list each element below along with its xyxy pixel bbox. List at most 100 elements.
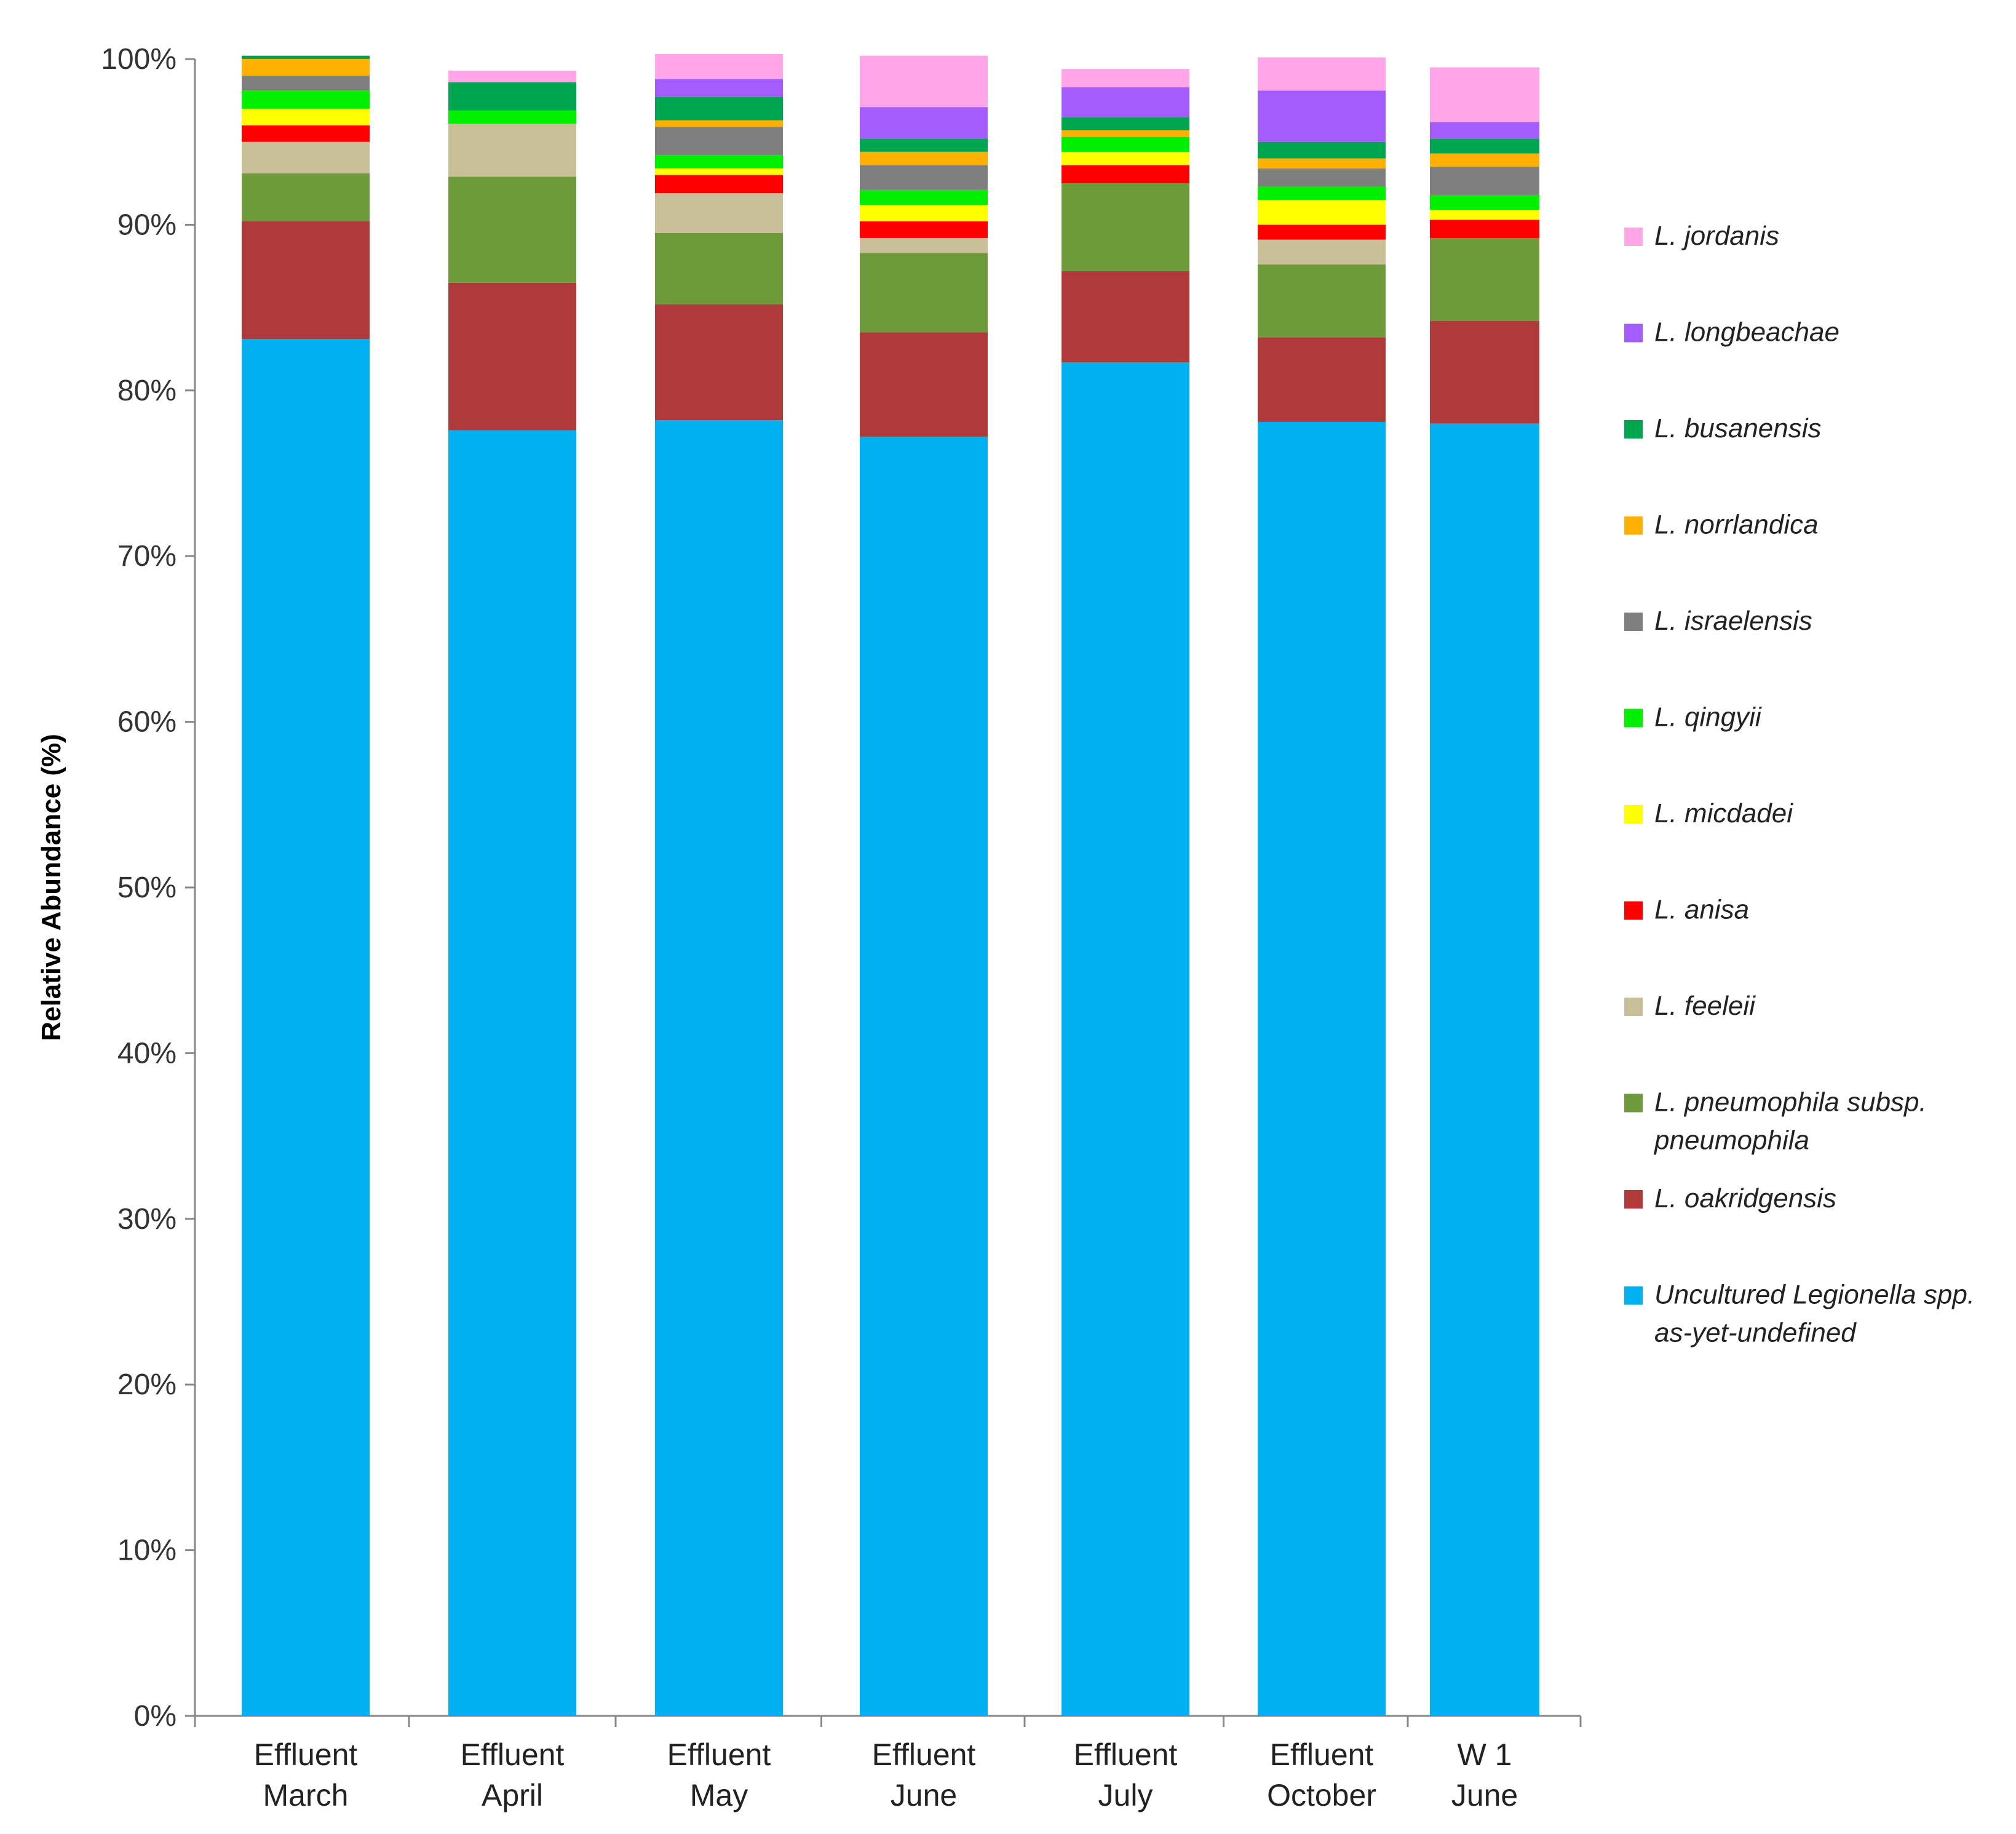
bar-segment xyxy=(1258,224,1386,240)
bar-segment xyxy=(655,304,783,421)
bar-stack xyxy=(448,70,576,1716)
bar-segment xyxy=(1062,117,1189,130)
bar-segment xyxy=(1430,138,1539,154)
bar-segment xyxy=(1062,362,1189,1717)
legend-label: L. israelensis xyxy=(1654,606,1812,636)
bar-segment xyxy=(655,54,783,79)
bar-segment xyxy=(1430,194,1539,210)
bar-segment xyxy=(448,82,576,111)
legend-entry: L. jordanis xyxy=(1624,221,1779,251)
bar-segment xyxy=(1258,199,1386,225)
y-tick-label: 100% xyxy=(101,43,177,76)
bar-segment xyxy=(655,97,783,121)
bar-segment xyxy=(448,70,576,82)
bar-segment xyxy=(242,125,370,142)
legend-label: L. longbeachae xyxy=(1654,317,1839,347)
bar-segment xyxy=(1430,320,1539,424)
legend-entry: L. oakridgensis xyxy=(1624,1183,1836,1213)
legend-entry: L. busanensis xyxy=(1624,413,1822,443)
bar-segment xyxy=(242,173,370,222)
y-tick-label: 90% xyxy=(117,208,177,241)
bar-segment xyxy=(655,127,783,156)
bar-segment xyxy=(1062,87,1189,117)
bar-segment xyxy=(1062,165,1189,184)
bar-segment xyxy=(242,141,370,173)
legend-entry: L. qingyii xyxy=(1624,702,1762,732)
bar-segment xyxy=(655,168,783,175)
legend-entry: L. longbeachae xyxy=(1624,317,1839,347)
bar-segment xyxy=(1430,122,1539,139)
x-axis: Effluent March Effluent April Effluent May Eff… xyxy=(194,1715,1582,1812)
legend-swatch xyxy=(1624,1286,1643,1305)
y-tick-label: 0% xyxy=(134,1700,177,1733)
bar-segment xyxy=(655,193,783,233)
bar-segment xyxy=(860,165,988,190)
legend-swatch xyxy=(1624,228,1643,246)
legend-label: Uncultured Legionella spp. as-yet-undefin… xyxy=(1654,1280,1975,1348)
legend-label: L. pneumophila subsp. pneumophila xyxy=(1653,1087,1927,1156)
x-category-label: Effluent May xyxy=(667,1737,771,1812)
legend-entry: L. anisa xyxy=(1624,895,1749,925)
x-category-label: Effluent March xyxy=(254,1737,358,1812)
legend-label: L. feeleii xyxy=(1654,991,1756,1021)
bar-segment xyxy=(1258,239,1386,265)
bar-segment xyxy=(1062,130,1189,137)
y-tick-label: 30% xyxy=(117,1203,177,1236)
legend-swatch xyxy=(1624,613,1643,631)
bar-segment xyxy=(242,75,370,91)
legend-swatch xyxy=(1624,516,1643,535)
bar-segment xyxy=(448,430,576,1716)
bar-segment xyxy=(860,221,988,238)
legend-swatch xyxy=(1624,709,1643,728)
y-tick-label: 60% xyxy=(117,706,177,739)
bar-segment xyxy=(860,437,988,1717)
bar-segment xyxy=(242,59,370,76)
x-category-label: Effluent October xyxy=(1267,1737,1376,1812)
legend-entry: L. norrlandica xyxy=(1624,510,1819,540)
legend-entry: Uncultured Legionella spp. as-yet-undefin… xyxy=(1624,1280,1975,1348)
bar-segment xyxy=(1430,237,1539,321)
bar-segment xyxy=(1430,153,1539,167)
bar-segment xyxy=(860,189,988,205)
legend-label: L. micdadei xyxy=(1654,798,1793,828)
legend-swatch xyxy=(1624,998,1643,1016)
bar-segment xyxy=(655,420,783,1716)
legend-entry: L. micdadei xyxy=(1624,798,1793,828)
bar-segment xyxy=(1258,186,1386,200)
bar-segment xyxy=(1062,183,1189,271)
bar-segment xyxy=(860,332,988,437)
legend-swatch xyxy=(1624,324,1643,343)
bar-segment xyxy=(1062,151,1189,165)
bar-segment xyxy=(242,90,370,109)
bar-segment xyxy=(242,339,370,1716)
bar-segment xyxy=(1430,210,1539,220)
bar-segment xyxy=(1258,421,1386,1716)
y-axis: 0% 10% 20% 30% 40% 50% 60% 70% 80% 90% 100% Relativ… xyxy=(36,43,196,1733)
bar-segment xyxy=(448,177,576,283)
bar-segment xyxy=(1430,67,1539,122)
legend-label: L. qingyii xyxy=(1654,702,1762,732)
bar-segment xyxy=(448,124,576,177)
bar-stack xyxy=(860,55,988,1717)
bar-segment xyxy=(655,175,783,194)
legend-label: L. oakridgensis xyxy=(1654,1183,1836,1213)
bar-segment xyxy=(655,232,783,304)
legend-swatch xyxy=(1624,901,1643,920)
bar-segment xyxy=(1258,90,1386,142)
bar-segment xyxy=(1258,141,1386,159)
bar-segment xyxy=(655,120,783,127)
bar-segment xyxy=(860,107,988,139)
legend-label: L. jordanis xyxy=(1654,221,1779,251)
bar-segment xyxy=(860,237,988,253)
bar-segment xyxy=(448,110,576,124)
y-tick-label: 20% xyxy=(117,1368,177,1401)
y-tick-label: 40% xyxy=(117,1037,177,1070)
bar-segment xyxy=(1258,168,1386,187)
x-category-label: W 1 June xyxy=(1451,1737,1518,1812)
bar-stack xyxy=(1258,57,1386,1716)
legend-entry: L. pneumophila subsp. pneumophila xyxy=(1624,1087,1927,1156)
bar-stack xyxy=(1062,69,1189,1717)
bar-segment xyxy=(1258,158,1386,169)
bar-segment xyxy=(1062,137,1189,152)
